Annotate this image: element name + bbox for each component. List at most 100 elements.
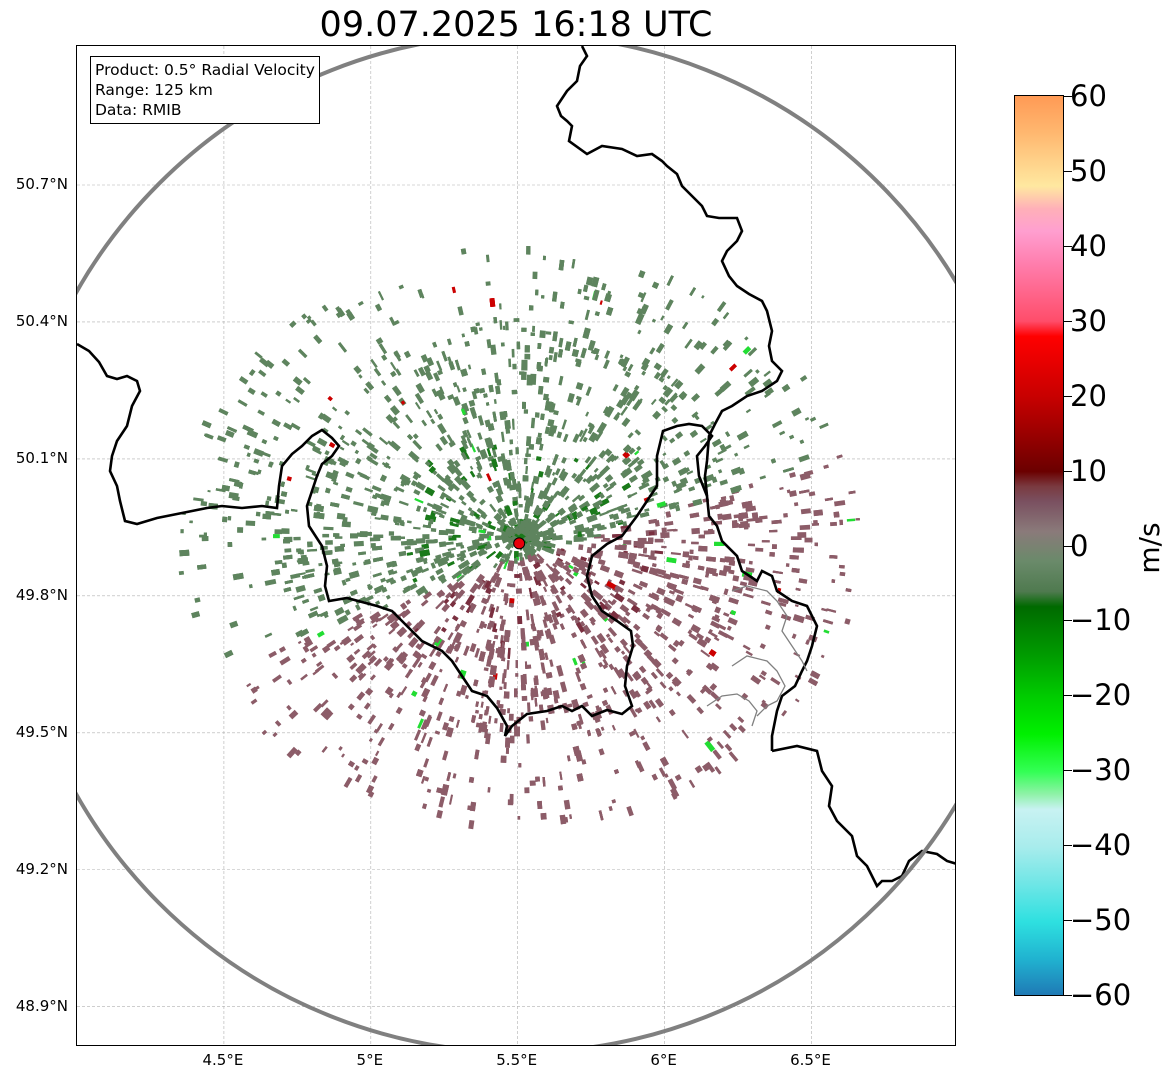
- echo-pixel: [456, 385, 461, 393]
- echo-pixel: [534, 698, 538, 707]
- echo-pixel: [363, 595, 374, 603]
- echo-pixel: [594, 354, 600, 361]
- echo-pixel: [471, 539, 480, 547]
- radar-map[interactable]: Product: 0.5° Radial Velocity Range: 125…: [76, 45, 956, 1046]
- echo-pixel: [528, 544, 536, 552]
- echo-pixel: [505, 747, 510, 754]
- echo-pixel: [707, 628, 713, 635]
- echo-pixel: [662, 385, 669, 391]
- echo-pixel: [309, 645, 319, 653]
- echo-pixel: [568, 564, 574, 570]
- echo-pixel: [344, 609, 351, 616]
- echo-pixel: [667, 528, 677, 532]
- echo-pixel: [547, 512, 556, 521]
- echo-pixel: [339, 461, 346, 467]
- echo-pixel: [799, 472, 811, 481]
- echo-pixel: [619, 354, 624, 359]
- echo-pixel: [369, 634, 376, 641]
- echo-pixel: [515, 447, 519, 455]
- echo-pixel: [578, 494, 586, 502]
- echo-pixel: [709, 662, 720, 672]
- echo-pixel: [411, 690, 418, 697]
- echo-pixel: [483, 667, 489, 672]
- echo-pixel: [839, 519, 844, 526]
- echo-pixel: [620, 356, 630, 368]
- echo-pixel: [730, 485, 741, 494]
- echo-pixel: [527, 702, 531, 713]
- echo-pixel: [374, 492, 382, 499]
- echo-pixel: [610, 455, 618, 463]
- echo-pixel: [281, 358, 291, 367]
- echo-pixel: [257, 469, 262, 475]
- echo-pixel: [608, 806, 613, 812]
- echo-pixel: [586, 730, 591, 737]
- echo-pixel: [405, 414, 413, 424]
- echo-pixel: [392, 421, 401, 430]
- echo-pixel: [607, 599, 614, 606]
- echo-pixel: [382, 656, 389, 662]
- echo-pixel: [501, 524, 509, 533]
- echo-pixel: [492, 562, 498, 569]
- echo-pixel: [311, 652, 317, 658]
- echo-pixel: [541, 295, 545, 299]
- echo-pixel: [470, 326, 477, 333]
- echo-pixel: [339, 446, 345, 451]
- echo-pixel: [421, 803, 428, 810]
- echo-pixel: [480, 701, 484, 708]
- echo-pixel: [293, 594, 305, 601]
- echo-pixel: [813, 520, 818, 525]
- echo-pixel: [410, 569, 418, 578]
- echo-pixel: [714, 541, 725, 546]
- echo-pixel: [264, 632, 273, 638]
- echo-pixel: [527, 526, 539, 538]
- echo-pixel: [744, 336, 749, 341]
- echo-pixel: [682, 551, 690, 558]
- echo-pixel: [465, 594, 475, 606]
- echo-pixel: [530, 689, 534, 701]
- echo-pixel: [694, 765, 703, 774]
- echo-pixel: [300, 657, 307, 664]
- echo-pixel: [422, 534, 430, 540]
- echo-pixel: [463, 645, 470, 656]
- echo-pixel: [479, 533, 489, 539]
- echo-pixel: [834, 500, 846, 507]
- echo-pixel: [594, 647, 603, 658]
- echo-pixel: [626, 597, 638, 607]
- echo-pixel: [391, 416, 398, 423]
- echo-pixel: [272, 732, 278, 738]
- echo-pixel: [613, 768, 620, 775]
- echo-pixel: [493, 317, 498, 324]
- echo-pixel: [284, 548, 292, 553]
- echo-pixel: [601, 283, 607, 291]
- echo-pixel: [324, 487, 331, 494]
- echo-pixel: [339, 434, 345, 441]
- echo-pixel: [552, 352, 558, 363]
- echo-pixel: [557, 517, 568, 525]
- echo-pixel: [437, 484, 446, 492]
- echo-pixel: [660, 532, 670, 539]
- echo-pixel: [589, 482, 601, 493]
- echo-pixel: [839, 571, 846, 577]
- echo-pixel: [621, 417, 631, 427]
- echo-pixel: [535, 437, 543, 445]
- echo-pixel: [388, 531, 395, 536]
- echo-pixel: [666, 582, 677, 590]
- echo-pixel: [524, 787, 530, 794]
- echo-pixel: [607, 637, 614, 644]
- echo-pixel: [602, 663, 608, 669]
- echo-pixel: [658, 375, 664, 382]
- echo-pixel: [488, 620, 495, 628]
- echo-pixel: [493, 399, 497, 404]
- info-data: Data: RMIB: [95, 101, 182, 119]
- echo-pixel: [398, 500, 409, 507]
- echo-pixel: [545, 331, 552, 335]
- echo-pixel: [561, 457, 567, 464]
- echo-pixel: [588, 423, 595, 431]
- echo-pixel: [506, 660, 510, 670]
- colorbar-tick: [1064, 395, 1072, 397]
- echo-pixel: [363, 387, 370, 395]
- echo-pixel: [643, 547, 647, 554]
- echo-pixel: [454, 656, 460, 663]
- echo-pixel: [469, 643, 477, 653]
- echo-pixel: [690, 624, 701, 634]
